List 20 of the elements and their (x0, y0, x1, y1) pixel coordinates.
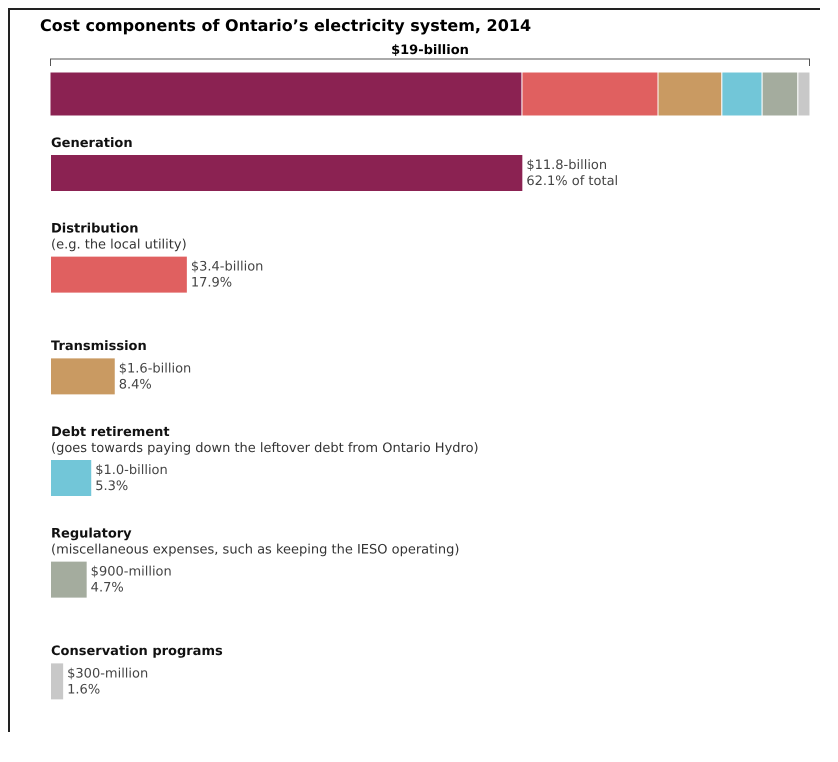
bar (51, 562, 87, 598)
data-label: $300-million 1.6% (67, 666, 148, 698)
text: $19-billion (390, 43, 470, 58)
y-tick-label: Distribution (e.g. the local utility) (51, 222, 187, 252)
bar (51, 460, 92, 496)
y-tick-label: Debt retirement (goes towards paying down the leftover debt from Ontario Hydro) (51, 424, 479, 456)
bar (51, 256, 187, 293)
y-tick-label: Transmission (51, 339, 147, 354)
y-tick-label: Regulatory (miscellaneous expenses, such as keeping the IESO operating) (51, 526, 460, 558)
data-label: $3.4-billion 17.9% (190, 260, 264, 291)
data-label: $900-million 4.7% (90, 564, 172, 596)
bar (51, 358, 115, 394)
data-label: $1.0-billion 5.3% (95, 463, 168, 494)
bar (51, 663, 64, 700)
data-label: $11.8-billion 62.1% of total (526, 158, 618, 189)
y-tick-label: Generation (51, 136, 133, 151)
y-tick-label: Conservation programs (51, 644, 224, 660)
chart-title: Cost components of Ontario’s electricity system, 2014 (39, 15, 532, 37)
bar (51, 155, 522, 191)
data-label: $1.6-billion 8.4% (118, 361, 192, 392)
